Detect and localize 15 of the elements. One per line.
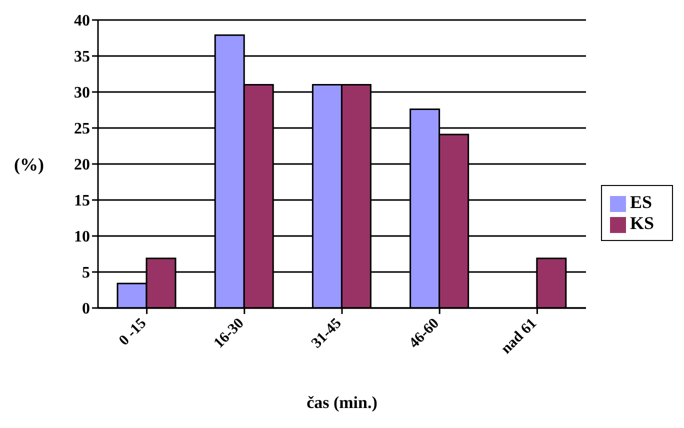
x-tick-label: nad 61 (498, 316, 540, 358)
x-tick-label: 0 -15 (116, 316, 150, 349)
y-axis-title: (%) (14, 154, 44, 174)
x-axis-title: čas (min.) (306, 393, 378, 412)
y-tick-label: 15 (74, 192, 90, 210)
y-tick-label: 10 (74, 228, 90, 246)
y-tick-label: 20 (74, 156, 90, 174)
legend-label: ES (630, 192, 652, 212)
y-tick-label: 5 (82, 264, 90, 282)
y-tick-label: 30 (74, 84, 90, 102)
y-tick-label: 0 (82, 300, 90, 318)
legend-label: KS (630, 213, 654, 233)
y-tick-label: 40 (74, 12, 90, 30)
y-tick-label: 25 (74, 120, 90, 138)
y-tick-label: 35 (74, 48, 90, 66)
